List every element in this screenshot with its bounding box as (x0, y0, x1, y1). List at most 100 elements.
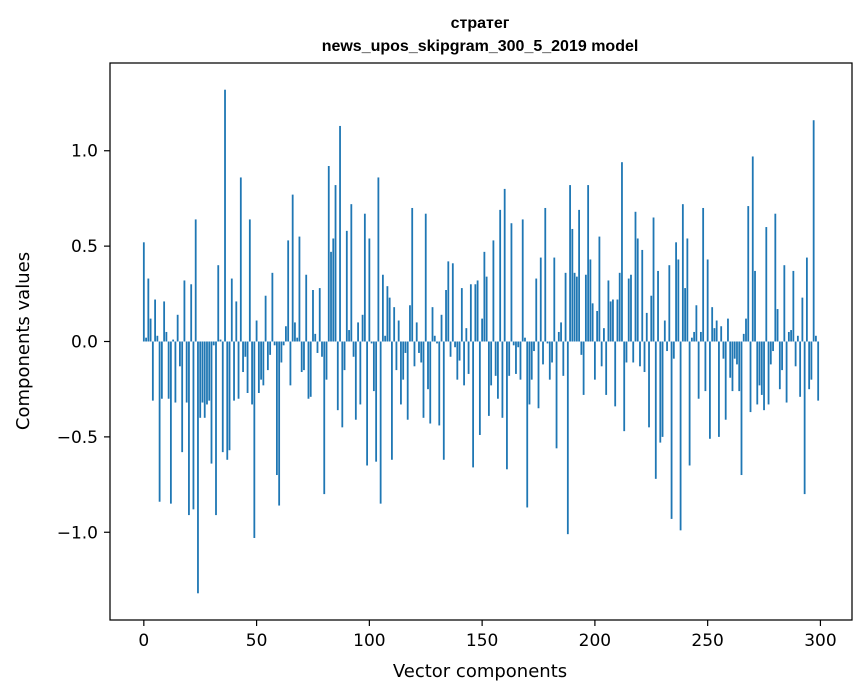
bar (544, 207, 547, 342)
bar (438, 341, 441, 426)
bar (718, 341, 720, 437)
bar (147, 278, 150, 342)
bar (736, 341, 738, 365)
bar (142, 242, 145, 342)
bar (409, 305, 411, 342)
bar (542, 341, 544, 365)
bar (487, 341, 490, 416)
bar (715, 320, 718, 342)
bar (316, 341, 319, 353)
bar (163, 301, 166, 342)
bar (294, 322, 296, 342)
bar (560, 322, 562, 342)
bar (690, 337, 693, 342)
bar (269, 341, 272, 355)
bar (210, 341, 213, 464)
bar (262, 341, 265, 386)
bar (803, 341, 806, 495)
bar (751, 156, 754, 342)
bar (188, 341, 190, 516)
bar (176, 314, 179, 342)
bar (727, 318, 729, 342)
bar (431, 307, 434, 342)
bar (569, 185, 571, 342)
x-tick-label: 200 (579, 631, 611, 651)
bar (228, 341, 231, 451)
bar (657, 270, 659, 342)
bar (454, 341, 456, 348)
bar (341, 341, 344, 428)
bar (287, 240, 290, 342)
bar (305, 274, 308, 342)
bar (702, 207, 705, 342)
bar (612, 299, 614, 342)
bar (679, 341, 682, 531)
bar (185, 341, 188, 403)
bar (307, 341, 310, 399)
bar (593, 341, 596, 380)
bar (451, 263, 454, 342)
bar (681, 204, 684, 342)
bar (641, 249, 644, 342)
x-tick-label: 250 (691, 631, 723, 651)
bar (515, 341, 517, 374)
bar (652, 217, 655, 342)
bar (794, 341, 797, 367)
bar (361, 314, 364, 342)
bar (427, 341, 429, 390)
y-tick-label: 0.5 (71, 237, 98, 257)
bar (442, 341, 445, 460)
bar (370, 341, 373, 344)
bar (668, 265, 671, 342)
bar (429, 341, 432, 424)
bar (808, 341, 811, 390)
bar (183, 280, 186, 342)
bar (192, 341, 195, 510)
bar (805, 257, 808, 342)
bar (318, 288, 321, 342)
bar (506, 341, 508, 470)
y-axis-label: Components values (13, 252, 34, 430)
bar (573, 272, 576, 342)
bar (357, 322, 359, 342)
bar (670, 341, 673, 519)
bar (693, 331, 696, 342)
bar (169, 341, 172, 504)
bar (742, 333, 745, 342)
bar (280, 341, 283, 363)
bar (499, 209, 502, 342)
bar (230, 278, 233, 342)
bar (758, 341, 761, 386)
bar (609, 301, 612, 342)
bar (260, 341, 262, 380)
bar (415, 322, 418, 342)
bar (181, 341, 184, 453)
bar (391, 341, 393, 460)
bar (298, 236, 301, 342)
bar (237, 341, 240, 399)
bar (445, 290, 447, 342)
bar (476, 280, 479, 342)
bar (810, 341, 813, 380)
y-axis-ticks: −1.0 −0.5 0.0 0.5 1.0 (57, 142, 110, 543)
bar (817, 341, 820, 401)
bar (765, 227, 768, 342)
bar (521, 219, 524, 342)
bar (474, 284, 477, 342)
bar (589, 259, 592, 342)
bar (312, 290, 314, 342)
bar (677, 259, 680, 342)
bar (386, 286, 389, 342)
bar (400, 341, 402, 405)
bar (334, 185, 337, 342)
bar (239, 177, 242, 342)
bar (564, 272, 567, 342)
x-axis-label: Vector components (393, 661, 567, 682)
bar (494, 341, 497, 376)
bar (618, 272, 621, 342)
bar (246, 341, 249, 393)
bar (697, 341, 700, 399)
bar (363, 213, 366, 342)
bar (154, 299, 156, 342)
bar (621, 162, 623, 342)
